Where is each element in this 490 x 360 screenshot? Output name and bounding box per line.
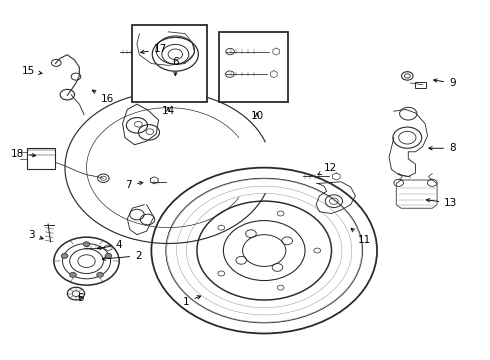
Circle shape [105,253,112,258]
Text: 11: 11 [351,228,371,245]
Text: 10: 10 [250,112,264,121]
Text: 18: 18 [11,149,36,158]
Bar [132,25,207,102]
Circle shape [97,273,103,277]
Text: 15: 15 [22,66,42,76]
Circle shape [61,253,68,258]
Text: 12: 12 [318,163,338,175]
Circle shape [83,242,90,247]
Text: 6: 6 [172,57,179,76]
Text: 13: 13 [426,198,458,208]
Text: 16: 16 [92,90,114,104]
Text: 4: 4 [98,240,122,250]
Text: 5: 5 [77,293,84,303]
Text: 1: 1 [183,296,201,307]
Text: 9: 9 [434,78,456,88]
Text: 8: 8 [429,143,456,153]
Bar [219,32,288,102]
Bar [27,148,55,169]
Text: 14: 14 [162,106,175,116]
Text: 17: 17 [141,45,167,54]
Bar [416,82,426,87]
Circle shape [70,273,76,277]
Text: 7: 7 [125,180,143,190]
Text: 2: 2 [102,251,142,261]
Text: 3: 3 [28,230,43,240]
